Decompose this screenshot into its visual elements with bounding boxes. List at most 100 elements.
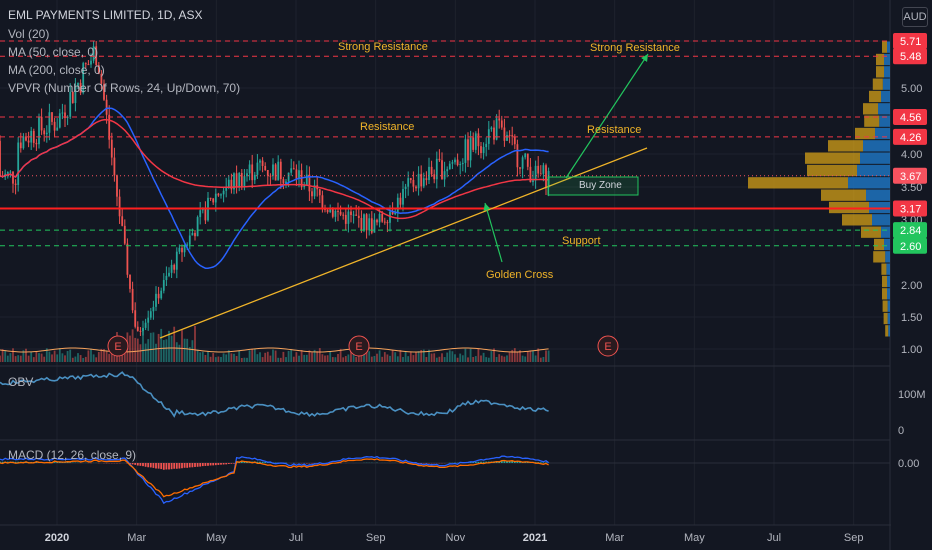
volume-bar — [95, 357, 98, 362]
candle-body — [168, 272, 170, 276]
currency-badge[interactable]: AUD — [902, 7, 928, 27]
volume-bar — [399, 349, 402, 362]
candle-body — [409, 178, 412, 180]
candle-body — [516, 144, 519, 168]
earnings-marker[interactable]: E — [348, 335, 370, 357]
volume-bar — [513, 348, 516, 362]
indicator-ma200[interactable]: MA (200, close, 0) — [8, 63, 105, 77]
vpvr-up-row — [887, 275, 890, 288]
volume-bar — [425, 357, 428, 362]
candle-body — [459, 164, 462, 166]
candle-body — [532, 180, 534, 183]
indicator-volume[interactable]: Vol (20) — [8, 27, 50, 41]
macd-histogram-bar — [511, 461, 514, 463]
candle-body — [181, 247, 183, 253]
volume-bar — [1, 349, 4, 362]
price-axis-bg — [891, 0, 932, 550]
macd-histogram-bar — [14, 461, 17, 463]
candle-body — [526, 153, 529, 167]
macd-label[interactable]: MACD (12, 26, close, 9) — [8, 448, 137, 462]
candle-body — [87, 64, 90, 66]
volume-bar — [43, 356, 46, 362]
volume-bar — [344, 356, 347, 362]
vpvr-up-row — [875, 127, 890, 140]
volume-bar — [251, 348, 254, 362]
candle-body — [357, 215, 360, 218]
volume-bar — [142, 328, 144, 362]
volume-bar — [500, 355, 503, 362]
volume-bar — [194, 325, 196, 362]
indicator-vpvr[interactable]: VPVR (Number Of Rows, 24, Up/Down, 70) — [8, 81, 241, 95]
candle-body — [233, 173, 235, 190]
candle-body — [381, 213, 384, 222]
volume-bar — [207, 351, 209, 362]
vpvr-down-row — [873, 251, 886, 263]
resistance-label-left: Resistance — [360, 121, 414, 133]
earnings-circle — [348, 335, 370, 357]
candle-body — [116, 175, 118, 197]
candle-body — [467, 139, 469, 161]
vpvr-up-row — [881, 226, 890, 238]
volume-bar — [469, 348, 472, 362]
earnings-marker[interactable]: E — [597, 335, 619, 357]
earnings-marker[interactable]: E — [107, 335, 129, 357]
macd-histogram-bar — [207, 463, 209, 466]
candle-body — [175, 251, 178, 270]
volume-bar — [480, 355, 482, 362]
volume-bar — [17, 355, 20, 362]
candle-body — [110, 139, 113, 158]
candle-body — [204, 207, 207, 221]
candle-body — [105, 99, 108, 115]
volume-bar — [456, 357, 459, 362]
candle-body — [451, 162, 454, 164]
volume-bar — [363, 350, 365, 362]
macd-histogram-bar — [222, 463, 225, 465]
volume-bar — [547, 350, 550, 362]
volume-bar — [30, 351, 33, 362]
volume-bar — [295, 352, 298, 362]
volume-bar — [282, 351, 285, 362]
vpvr-up-row — [866, 189, 890, 201]
volume-bar — [287, 350, 290, 362]
vpvr-down-row — [882, 41, 887, 53]
volume-bar — [300, 350, 303, 362]
volume-bar — [334, 357, 337, 362]
volume-bar — [365, 349, 368, 362]
volume-bar — [74, 356, 77, 362]
candle-body — [524, 153, 527, 158]
obv-label[interactable]: OBV — [8, 375, 34, 389]
candle-body — [383, 221, 386, 223]
indicator-ma50[interactable]: MA (50, close, 0) — [8, 45, 99, 59]
candle-body — [415, 186, 417, 189]
candle-body — [469, 137, 472, 161]
candle-body — [474, 133, 477, 150]
volume-bar — [370, 356, 373, 362]
candle-body — [126, 243, 129, 275]
volume-bar — [454, 354, 456, 362]
price-badge — [893, 222, 927, 239]
obv-tick: 0 — [898, 425, 904, 437]
macd-histogram-bar — [58, 462, 61, 463]
volume-bar — [149, 332, 152, 362]
candle-body — [311, 191, 313, 197]
vpvr-up-row — [887, 312, 890, 325]
candle-body — [79, 82, 82, 93]
vpvr-up-row — [887, 288, 890, 300]
candle-body — [266, 170, 269, 176]
drawings[interactable]: Buy Zone Strong Resistance Strong Resistan… — [107, 41, 680, 357]
volume-bar — [412, 355, 415, 362]
volume-bar — [285, 357, 287, 362]
candle-body — [394, 212, 397, 215]
volume-bar — [378, 350, 381, 362]
macd-histogram-bar — [162, 463, 165, 470]
candle-body — [256, 162, 259, 175]
volume-bar — [69, 349, 72, 362]
volume-bar — [82, 357, 85, 362]
volume-bar — [191, 340, 194, 362]
candle-body — [118, 196, 121, 217]
candle-body — [363, 214, 365, 231]
volume-bar — [152, 332, 155, 362]
candle-body — [269, 175, 272, 177]
vpvr-down-row — [872, 78, 883, 90]
